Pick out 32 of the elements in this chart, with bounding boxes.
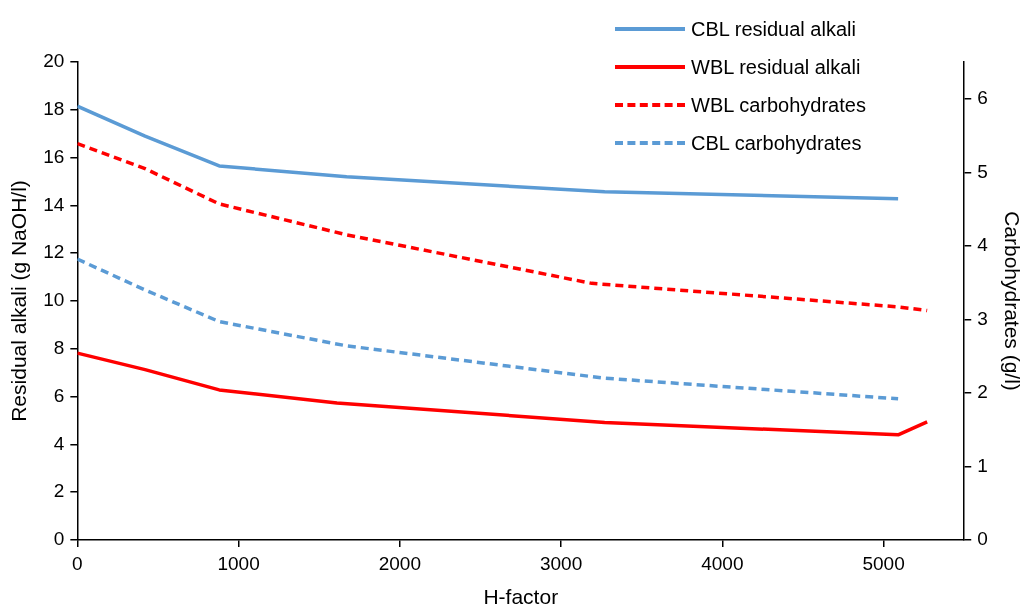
legend-label: WBL carbohydrates [691,93,866,117]
y-tick-label: 18 [43,98,65,120]
x-tick-label: 2000 [378,552,421,574]
line-series [77,257,900,401]
x-tick-label: 4000 [701,552,744,574]
y2-tick-label: 6 [977,87,988,108]
y2-tick-label: 1 [977,454,988,476]
y2-tick-label: 0 [977,528,988,550]
y-tick-label: 12 [43,241,65,263]
x-tick-label: 5000 [862,552,905,574]
y-tick-label: 2 [53,480,65,502]
y-axis-title: Residual alkali (g NaOH/l) [7,180,31,422]
legend-label: CBL residual alkali [691,17,856,41]
x-tick-label: 3000 [539,552,583,574]
y-tick-label: 14 [43,193,65,215]
x-axis-title: H-factor [483,585,559,609]
y-tick-label: 20 [43,50,65,72]
y-tick-label: 6 [53,384,65,406]
y-tick-label: 16 [43,145,65,167]
y-tick-label: 10 [43,289,65,311]
y2-tick-label: 3 [977,307,988,329]
y2-tick-label: 2 [977,381,988,403]
x-tick-label: 1000 [217,552,260,574]
y2-tick-label: 5 [977,160,988,182]
legend-label: WBL residual alkali [691,55,861,79]
y-tick-label: 8 [53,337,65,359]
y-tick-label: 0 [53,528,65,550]
y2-tick-label: 4 [977,234,989,256]
legend-label: CBL carbohydrates [691,131,862,155]
x-tick-label: 0 [72,552,83,574]
y-tick-label: 4 [53,432,65,454]
y2-axis-title: Carbohydrates (g/l) [1000,211,1024,391]
